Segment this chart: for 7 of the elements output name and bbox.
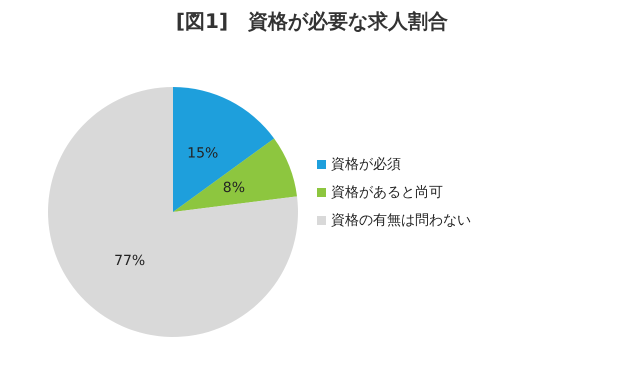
- legend-label: 資格の有無は問わない: [331, 212, 471, 228]
- data-label: 77%: [114, 253, 146, 270]
- data-label: 8%: [222, 180, 246, 196]
- data-label: 15%: [187, 146, 218, 162]
- chart-title: [図1] 資格が必要な求人割合: [176, 9, 448, 33]
- legend-label: 資格があると尚可: [331, 184, 443, 200]
- legend-label: 資格が必須: [331, 156, 401, 172]
